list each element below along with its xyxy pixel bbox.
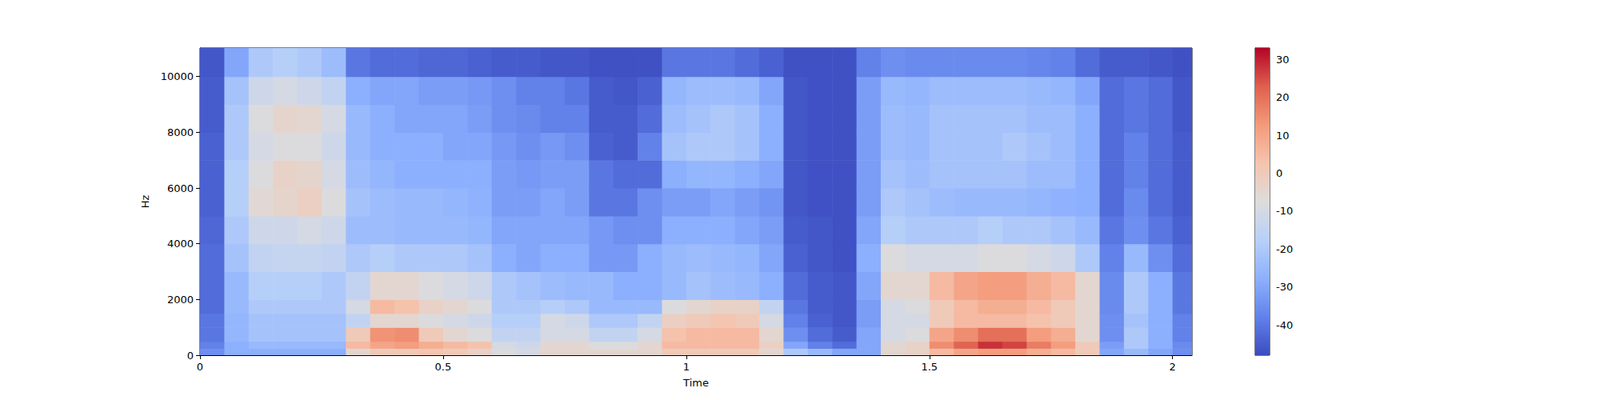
svg-text:Time: Time (682, 376, 709, 389)
svg-text:20: 20 (1276, 91, 1290, 104)
svg-text:0.5: 0.5 (435, 360, 452, 373)
svg-text:-30: -30 (1276, 280, 1293, 293)
svg-text:-40: -40 (1276, 319, 1293, 332)
svg-text:30: 30 (1276, 53, 1290, 66)
svg-text:Hz: Hz (139, 195, 152, 209)
svg-text:1: 1 (683, 360, 690, 373)
svg-text:8000: 8000 (167, 126, 194, 139)
svg-text:2000: 2000 (167, 293, 194, 306)
svg-text:-10: -10 (1276, 204, 1293, 217)
svg-text:0: 0 (187, 349, 194, 362)
svg-text:10: 10 (1276, 129, 1290, 142)
svg-text:-20: -20 (1276, 243, 1293, 256)
svg-text:2: 2 (1169, 360, 1176, 373)
svg-text:0: 0 (196, 360, 204, 373)
svg-text:6000: 6000 (167, 182, 194, 195)
svg-text:1.5: 1.5 (920, 360, 938, 373)
svg-text:4000: 4000 (167, 237, 194, 250)
svg-text:10000: 10000 (160, 70, 194, 83)
svg-text:0: 0 (1276, 167, 1283, 180)
